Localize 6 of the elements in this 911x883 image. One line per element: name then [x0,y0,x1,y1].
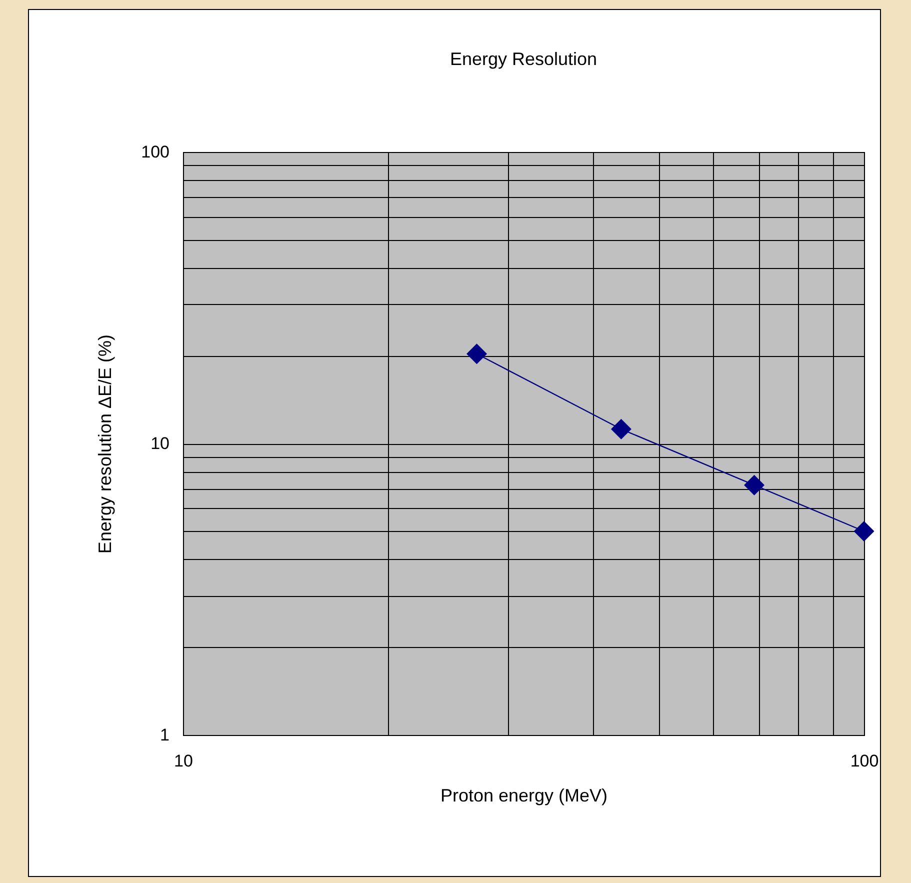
y-tick-label: 1 [160,726,170,744]
y-tick-label: 10 [150,434,170,453]
chart-title: Energy Resolution [450,49,598,69]
y-axis-title: Energy resolution ΔE/E (%) [95,334,116,554]
x-axis-title: Proton energy (MeV) [440,786,608,806]
y-tick-label: 100 [141,142,170,162]
